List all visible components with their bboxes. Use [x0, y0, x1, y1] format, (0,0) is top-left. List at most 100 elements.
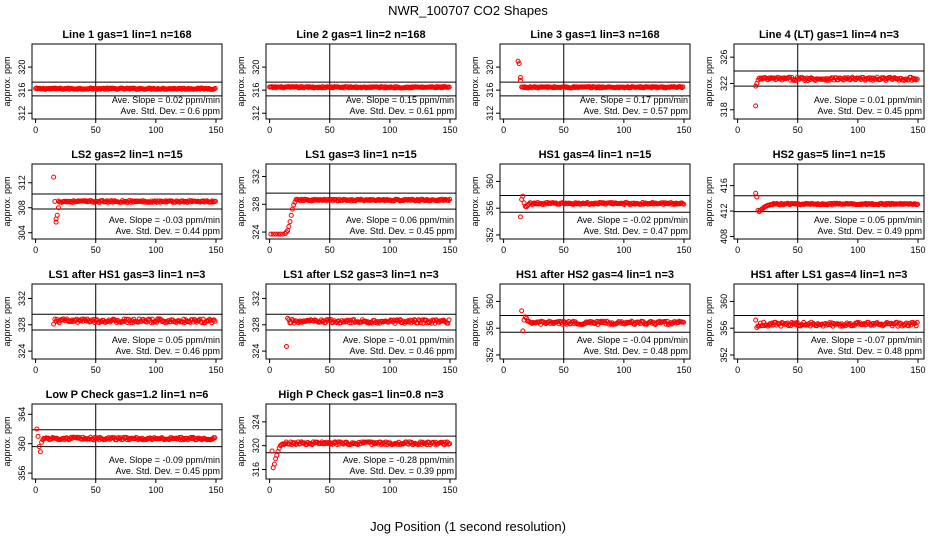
x-tick-label: 100 — [382, 245, 397, 255]
data-point — [288, 212, 294, 218]
data-series — [33, 85, 218, 92]
y-tick-label: 412 — [719, 204, 729, 219]
data-point — [340, 319, 346, 325]
slope-annotation: Ave. Slope = -0.28 ppm/min — [343, 455, 454, 465]
x-tick-label: 100 — [382, 365, 397, 375]
data-point — [39, 439, 45, 445]
x-tick-label: 150 — [208, 245, 223, 255]
x-tick-label: 50 — [325, 365, 335, 375]
figure-title: NWR_100707 CO2 Shapes — [388, 3, 548, 18]
y-tick-label: 312 — [485, 106, 495, 121]
x-tick-label: 0 — [33, 245, 38, 255]
y-tick-label: 312 — [17, 106, 27, 121]
data-point — [277, 231, 283, 237]
data-point — [59, 317, 65, 323]
plot-frame — [499, 43, 691, 120]
x-tick-label: 50 — [91, 365, 101, 375]
x-tick-label: 50 — [91, 245, 101, 255]
slope-annotation: Ave. Slope = -0.03 ppm/min — [109, 215, 220, 225]
y-axis-label: approx. ppm — [236, 176, 246, 226]
y-tick-label: 352 — [719, 347, 729, 362]
panel-title: HS1 gas=4 lin=1 n=15 — [539, 149, 652, 161]
data-point — [346, 320, 352, 326]
plot-frame — [31, 43, 223, 120]
panel: LS1 after HS1 gas=3 lin=1 n=3 approx. ppm… — [2, 269, 224, 375]
y-tick-label: 326 — [719, 50, 729, 65]
y-axis-label: approx. ppm — [2, 56, 12, 106]
panel: Line 4 (LT) gas=1 lin=4 n=3 approx. ppm 0 5… — [704, 29, 926, 135]
data-point — [753, 103, 759, 109]
slope-annotation: Ave. Slope = 0.05 ppm/min — [814, 215, 922, 225]
panel: LS2 gas=2 lin=1 n=15 approx. ppm 0 50 100 150… — [2, 149, 224, 255]
slope-annotation: Ave. Slope = 0.01 ppm/min — [814, 95, 922, 105]
data-point — [334, 441, 340, 447]
data-point — [592, 84, 598, 90]
data-point — [34, 426, 40, 432]
y-tick-label: 360 — [17, 436, 27, 451]
data-point — [661, 200, 667, 206]
data-point — [914, 319, 920, 325]
slope-annotation: Ave. Slope = 0.02 ppm/min — [112, 95, 220, 105]
data-point — [906, 323, 912, 329]
data-point — [212, 198, 218, 204]
x-tick-label: 50 — [559, 125, 569, 135]
data-point — [754, 194, 760, 200]
data-point — [212, 435, 218, 441]
x-tick-label: 150 — [676, 125, 691, 135]
data-point — [355, 319, 361, 325]
x-tick-label: 100 — [148, 365, 163, 375]
slope-annotation: Ave. Slope = 0.17 ppm/min — [580, 95, 688, 105]
x-tick-label: 100 — [148, 245, 163, 255]
data-point — [296, 197, 302, 203]
panel-title: Line 2 gas=1 lin=2 n=168 — [296, 29, 425, 41]
data-point — [55, 205, 61, 211]
y-axis-label: approx. ppm — [236, 296, 246, 346]
std-dev-annotation: Ave. Std. Dev. = 0.45 ppm — [116, 466, 220, 476]
x-tick-label: 0 — [33, 365, 38, 375]
data-point — [146, 316, 152, 322]
data-point — [681, 201, 687, 207]
data-point — [276, 445, 282, 451]
std-dev-annotation: Ave. Std. Dev. = 0.39 ppm — [350, 466, 454, 476]
data-point — [785, 323, 791, 329]
panel: Line 3 gas=1 lin=3 n=168 approx. ppm 0 50 10… — [470, 29, 692, 135]
y-axis-label: approx. ppm — [236, 416, 246, 466]
data-point — [82, 317, 88, 323]
data-series — [283, 315, 452, 349]
data-point — [392, 84, 398, 90]
x-tick-label: 150 — [442, 365, 457, 375]
data-point — [769, 202, 775, 208]
data-point — [573, 200, 579, 206]
data-point — [271, 461, 277, 467]
y-axis-label: approx. ppm — [2, 296, 12, 346]
data-point — [680, 84, 686, 90]
panel-title: Line 1 gas=1 lin=1 n=168 — [62, 29, 191, 41]
y-axis-label: approx. ppm — [470, 176, 480, 226]
y-tick-label: 352 — [485, 227, 495, 242]
x-tick-label: 50 — [793, 245, 803, 255]
plot-frame — [265, 43, 457, 120]
data-series — [269, 439, 453, 471]
y-tick-label: 322 — [719, 76, 729, 91]
data-point — [517, 74, 523, 80]
x-tick-label: 150 — [208, 485, 223, 495]
data-point — [273, 231, 279, 237]
y-tick-label: 360 — [485, 294, 495, 309]
y-tick-label: 324 — [251, 414, 261, 429]
data-series — [753, 190, 921, 215]
x-tick-label: 0 — [267, 125, 272, 135]
slope-annotation: Ave. Slope = 0.15 ppm/min — [346, 95, 454, 105]
data-point — [105, 318, 111, 324]
data-point — [35, 433, 41, 439]
data-point — [447, 441, 453, 447]
panel: High P Check gas=1 lin=0.8 n=3 approx. pp… — [236, 389, 458, 495]
y-tick-label: 320 — [485, 60, 495, 75]
data-point — [270, 231, 276, 237]
data-point — [525, 203, 531, 209]
data-point — [162, 320, 168, 326]
y-tick-label: 304 — [17, 225, 27, 240]
y-tick-label: 328 — [251, 317, 261, 332]
y-axis-label: approx. ppm — [2, 176, 12, 226]
data-point — [663, 321, 669, 327]
data-point — [120, 318, 126, 324]
